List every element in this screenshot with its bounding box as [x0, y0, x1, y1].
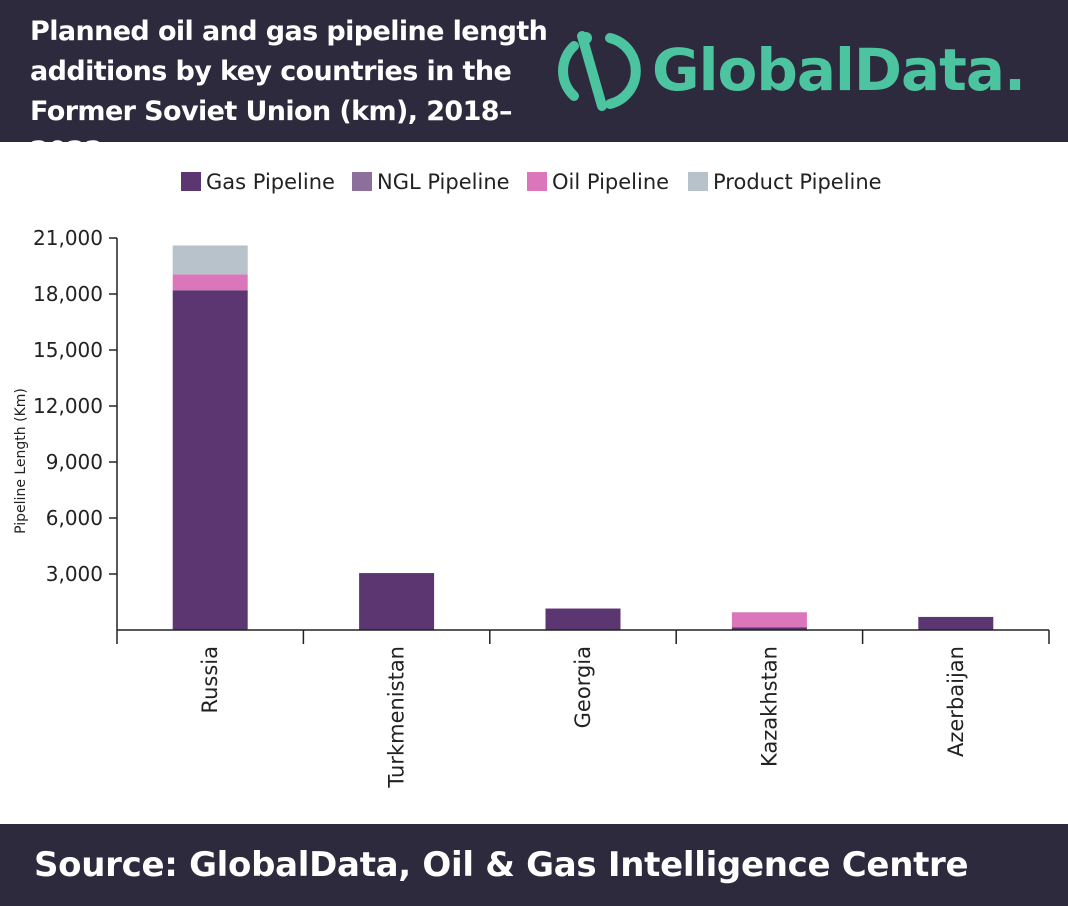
y-axis: 3,000 6,000 9,000 12,000 15,000 18,000 21,000: [33, 226, 118, 630]
title-line: additions by key countries in the: [30, 56, 512, 87]
y-tick-label: 6,000: [46, 506, 103, 530]
x-tick-label: Azerbaijan: [944, 646, 968, 757]
bar-segment: [172, 274, 248, 291]
footer-banner: Source: GlobalData, Oil & Gas Intelligen…: [0, 824, 1068, 906]
chart-area: Gas Pipeline NGL Pipeline Oil Pipeline Prod…: [13, 170, 1050, 789]
bar-segment: [731, 612, 807, 628]
x-tick-label: Russia: [198, 646, 222, 714]
y-tick-label: 3,000: [46, 562, 103, 586]
logo-dot-icon: [580, 32, 592, 44]
legend-swatch: [181, 172, 201, 191]
legend-label: Product Pipeline: [713, 170, 882, 194]
y-axis-label: Pipeline Length (Km): [13, 388, 29, 534]
legend-label: NGL Pipeline: [377, 170, 510, 194]
globaldata-logo: GlobalData.: [558, 31, 1026, 111]
bar-segment: [918, 616, 994, 630]
legend-item: Oil Pipeline: [527, 170, 669, 194]
bar-segment: [359, 573, 435, 630]
logo-text: GlobalData.: [652, 36, 1025, 104]
x-tick-label: Turkmenistan: [385, 646, 409, 789]
chart-title: Planned oil and gas pipeline length addi…: [30, 12, 570, 172]
globaldata-logo-icon: [558, 31, 641, 111]
legend-item: Product Pipeline: [688, 170, 882, 194]
source-note: Source: GlobalData, Oil & Gas Intelligen…: [34, 845, 969, 885]
legend-label: Oil Pipeline: [552, 170, 669, 194]
y-tick-label: 15,000: [33, 338, 103, 362]
y-tick-label: 21,000: [33, 226, 103, 250]
legend-swatch: [527, 172, 547, 191]
bars-group: [172, 245, 994, 630]
bar-segment: [172, 290, 248, 630]
header-banner: Planned oil and gas pipeline length addi…: [0, 0, 1068, 167]
legend-item: Gas Pipeline: [181, 170, 335, 194]
bar-segment: [731, 627, 807, 630]
bar-segment: [172, 245, 248, 275]
y-tick-label: 18,000: [33, 282, 103, 306]
x-tick-label: Georgia: [571, 646, 595, 728]
y-tick-label: 9,000: [46, 450, 103, 474]
title-line: Planned oil and gas pipeline length: [30, 16, 548, 47]
legend-label: Gas Pipeline: [206, 170, 335, 194]
bar-segment: [545, 608, 621, 630]
legend-item: NGL Pipeline: [352, 170, 510, 194]
legend-swatch: [688, 172, 708, 191]
legend-swatch: [352, 172, 372, 191]
x-tick-label: Kazakhstan: [757, 646, 781, 767]
x-axis: Russia Turkmenistan Georgia Kazakhstan Azerb…: [116, 629, 1050, 789]
y-tick-label: 12,000: [33, 394, 103, 418]
chart-legend: Gas Pipeline NGL Pipeline Oil Pipeline Prod…: [181, 170, 882, 194]
title-line: Former Soviet Union (km), 2018–2022: [30, 96, 512, 167]
